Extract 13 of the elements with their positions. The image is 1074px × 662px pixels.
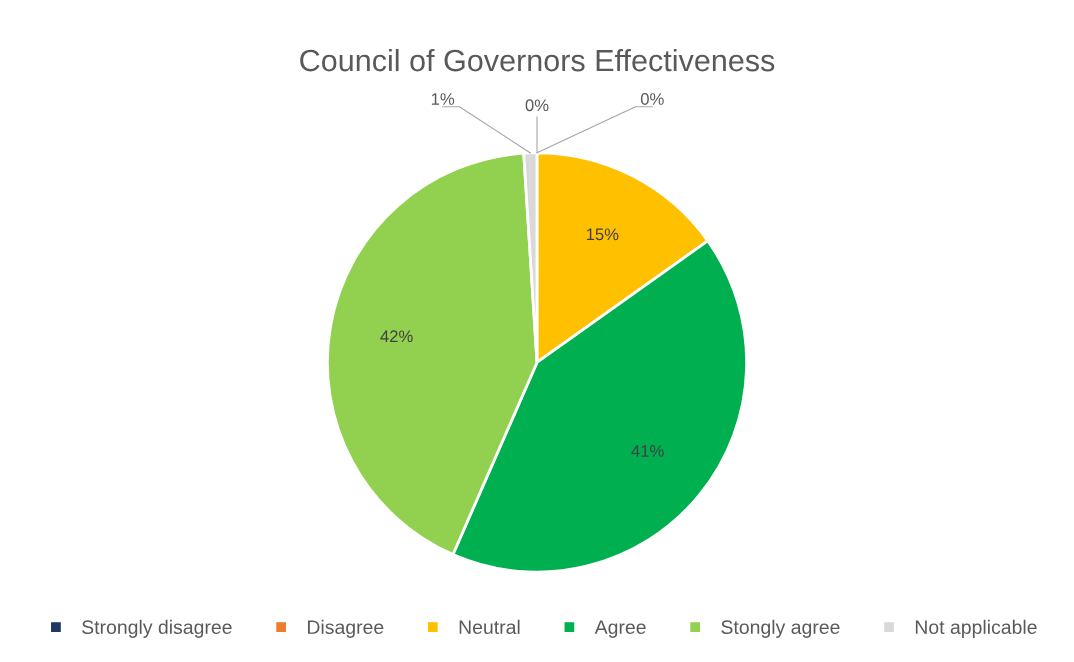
legend-label: Neutral [459, 619, 520, 635]
text: 0% [525, 99, 549, 112]
legend-label: Not applicable [915, 619, 1037, 638]
text: 0% [640, 93, 664, 105]
data-label: 41% [631, 445, 664, 457]
legend-label: Stongly agree [721, 619, 840, 638]
legend-label: Disagree [307, 619, 384, 638]
data-label: 42% [380, 330, 413, 343]
data-label: 1% [431, 93, 455, 105]
legend-label: Strongly disagree [82, 619, 232, 638]
chart-title: Council of Governors Effectiveness [300, 48, 775, 72]
legend-label: Agree [594, 620, 646, 638]
data-label: 15% [586, 228, 619, 241]
